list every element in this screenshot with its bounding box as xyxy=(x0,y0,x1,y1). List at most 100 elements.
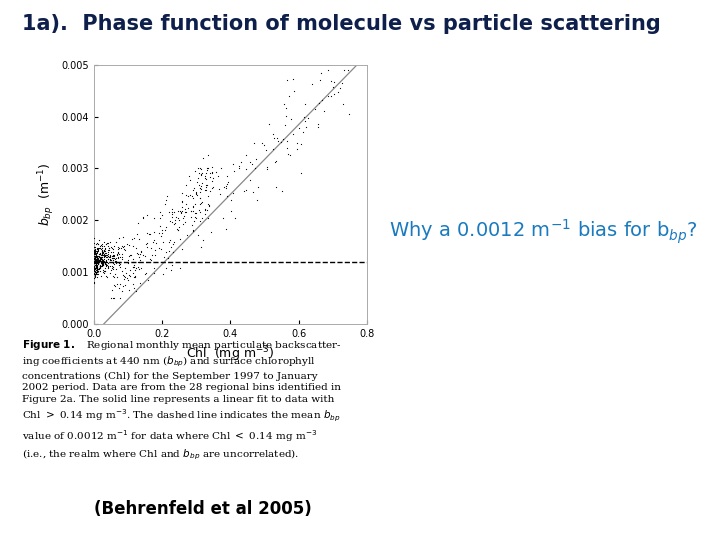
Point xyxy=(168,220,179,229)
Point xyxy=(106,262,117,271)
Point xyxy=(206,184,217,192)
Point xyxy=(235,158,247,166)
Point xyxy=(98,248,109,256)
Point xyxy=(94,256,105,265)
Point xyxy=(98,258,109,266)
Point xyxy=(180,191,192,199)
Point xyxy=(106,294,117,302)
Point xyxy=(102,239,114,247)
Point xyxy=(284,151,295,159)
Point xyxy=(90,259,102,267)
Point xyxy=(299,99,310,108)
Point xyxy=(91,240,102,248)
Point xyxy=(161,196,172,205)
Point xyxy=(270,183,282,192)
Point xyxy=(135,279,146,287)
Point xyxy=(189,208,200,217)
Point xyxy=(91,255,102,264)
Point xyxy=(221,192,233,201)
Point xyxy=(92,258,104,267)
Point xyxy=(96,245,107,253)
Point xyxy=(124,266,135,274)
Point xyxy=(197,213,208,222)
Point xyxy=(99,259,111,268)
Point xyxy=(106,264,117,272)
Point xyxy=(132,219,144,228)
Point xyxy=(238,186,250,195)
Point xyxy=(127,254,138,263)
Point xyxy=(88,254,99,263)
Point xyxy=(191,190,202,199)
Point xyxy=(144,254,156,263)
Point xyxy=(88,255,99,264)
Point xyxy=(291,139,302,147)
Point xyxy=(89,261,101,269)
Point xyxy=(211,167,222,176)
Point xyxy=(91,253,103,262)
Point xyxy=(91,259,103,268)
Point xyxy=(99,259,110,267)
Point xyxy=(197,197,208,206)
Point xyxy=(200,183,212,191)
Point xyxy=(116,242,127,251)
Point xyxy=(99,267,111,275)
Point xyxy=(300,123,312,132)
Point xyxy=(194,164,206,172)
Text: 1a).  Phase function of molecule vs particle scattering: 1a). Phase function of molecule vs parti… xyxy=(22,14,660,33)
Point xyxy=(102,262,113,271)
Point xyxy=(96,246,108,254)
Point xyxy=(156,211,167,219)
Point xyxy=(112,253,123,261)
Point xyxy=(89,246,100,255)
Point xyxy=(194,194,206,202)
Point xyxy=(150,251,161,260)
Point xyxy=(220,184,232,192)
Point xyxy=(215,163,227,172)
Point xyxy=(99,252,110,261)
Point xyxy=(212,172,224,180)
Point xyxy=(91,259,103,267)
Point xyxy=(167,248,179,256)
Point xyxy=(190,189,202,198)
Point xyxy=(88,265,99,274)
Point xyxy=(180,200,192,208)
Point xyxy=(163,238,174,247)
Point xyxy=(122,275,134,284)
Point xyxy=(97,267,109,276)
Point xyxy=(283,92,294,100)
Point xyxy=(91,256,102,265)
Point xyxy=(95,240,107,249)
Point xyxy=(89,270,100,279)
Point xyxy=(130,244,142,253)
Point xyxy=(91,273,103,281)
Point xyxy=(88,255,99,264)
Point xyxy=(185,207,197,215)
Point xyxy=(91,256,103,265)
Point xyxy=(88,269,99,278)
Point xyxy=(91,260,103,269)
Point xyxy=(89,266,100,275)
Point xyxy=(90,261,102,270)
Point xyxy=(96,256,107,265)
Point xyxy=(100,251,112,259)
Point xyxy=(125,251,136,259)
Point xyxy=(268,133,279,142)
Point xyxy=(122,256,133,265)
Point xyxy=(176,207,187,215)
Point xyxy=(277,134,289,143)
Point xyxy=(91,258,103,266)
Point xyxy=(98,257,109,266)
Point xyxy=(207,173,219,182)
Point xyxy=(248,188,259,197)
Point xyxy=(141,210,153,219)
Point xyxy=(94,261,106,270)
Point xyxy=(108,260,120,269)
Point xyxy=(160,264,171,272)
Point xyxy=(96,244,108,252)
Point xyxy=(90,260,102,269)
Point xyxy=(99,238,110,247)
Point xyxy=(183,204,194,213)
Point xyxy=(278,99,289,108)
Point xyxy=(102,252,114,260)
Point xyxy=(154,208,166,217)
